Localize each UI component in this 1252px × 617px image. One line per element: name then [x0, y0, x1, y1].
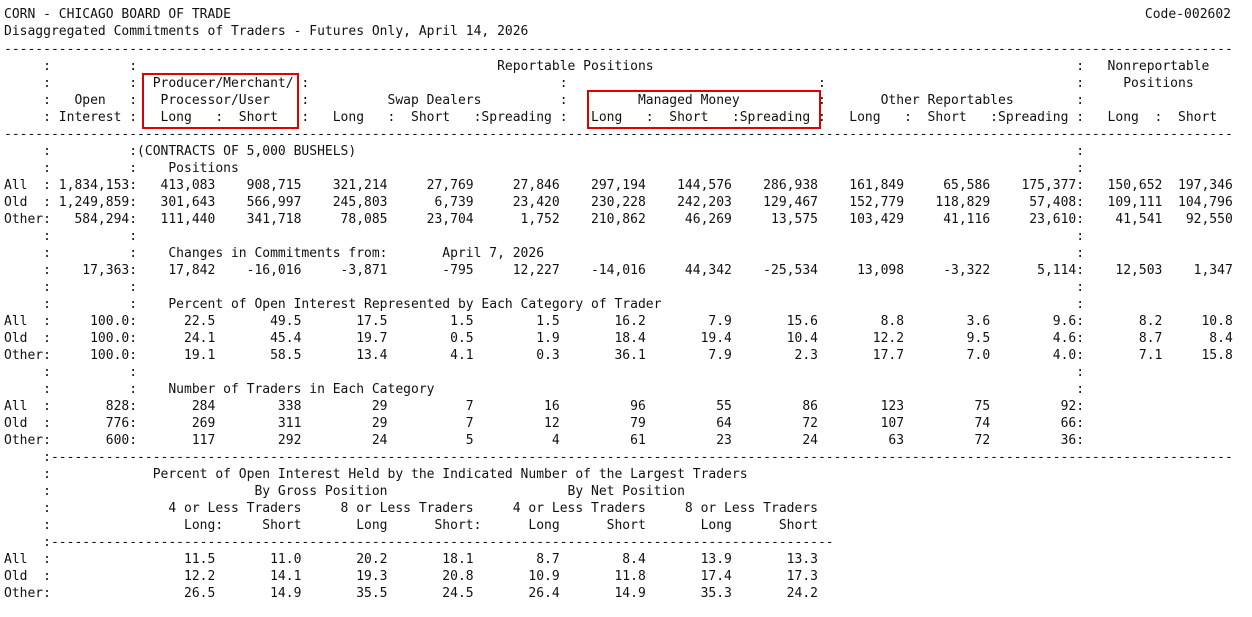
- report-line: : Interest : Long : Short : Long : Short…: [4, 109, 1218, 125]
- highlight-box: [142, 73, 299, 129]
- report-line: All : 1,834,153: 413,083 908,715 321,214…: [4, 177, 1233, 193]
- report-title: CORN - CHICAGO BOARD OF TRADE: [4, 7, 231, 22]
- report-line: : Percent of Open Interest Held by the I…: [4, 466, 748, 482]
- report-line: : Long: Short Long Short: Long Short Lon…: [4, 517, 818, 533]
- report-line: : : Changes in Commitments from: April 7…: [4, 245, 1085, 261]
- report-line: All : 11.5 11.0 20.2 18.1 8.7 8.4 13.9 1…: [4, 551, 818, 567]
- highlight-box: [587, 90, 821, 129]
- report-line: : 17,363: 17,842 -16,016 -3,871 -795 12,…: [4, 262, 1233, 278]
- report-line: Old : 1,249,859: 301,643 566,997 245,803…: [4, 194, 1233, 210]
- report-line: : : :: [4, 364, 1085, 380]
- report-subtitle: Disaggregated Commitments of Traders - F…: [4, 24, 529, 39]
- report-line: : : Positions :: [4, 160, 1085, 176]
- report-line: :---------------------------------------…: [4, 534, 834, 550]
- report-line: Old : 776: 269 311 29 7 12 79 64 72 107 …: [4, 415, 1085, 431]
- report-line: : : Reportable Positions : Nonreportable: [4, 58, 1210, 74]
- report-line: : By Gross Position By Net Position: [4, 483, 685, 499]
- report-line: All : 828: 284 338 29 7 16 96 55 86 123 …: [4, 398, 1085, 414]
- report-line: Old : 12.2 14.1 19.3 20.8 10.9 11.8 17.4…: [4, 568, 818, 584]
- report-line: ----------------------------------------…: [4, 41, 1233, 57]
- report-line: :---------------------------------------…: [4, 449, 1233, 465]
- report-line: Other: 584,294: 111,440 341,718 78,085 2…: [4, 211, 1233, 227]
- report-line: : 4 or Less Traders 8 or Less Traders 4 …: [4, 500, 818, 516]
- report-line: : Open : Processor/User : Swap Dealers :…: [4, 92, 1085, 108]
- report-line: Other: 100.0: 19.1 58.5 13.4 4.1 0.3 36.…: [4, 347, 1233, 363]
- report-line: Other: 600: 117 292 24 5 4 61 23 24 63 7…: [4, 432, 1085, 448]
- report-line: Old : 100.0: 24.1 45.4 19.7 0.5 1.9 18.4…: [4, 330, 1233, 346]
- report-line: : : Number of Traders in Each Category :: [4, 381, 1085, 397]
- report-code: Code-002602: [1144, 7, 1231, 22]
- report-line: All : 100.0: 22.5 49.5 17.5 1.5 1.5 16.2…: [4, 313, 1233, 329]
- report-line: : :(CONTRACTS OF 5,000 BUSHELS) :: [4, 143, 1085, 159]
- report-line: : : Producer/Merchant/ : : : : Positions: [4, 75, 1194, 91]
- report-line: Other: 26.5 14.9 35.5 24.5 26.4 14.9 35.…: [4, 585, 818, 601]
- report-line: : : :: [4, 228, 1085, 244]
- report-line: : : :: [4, 279, 1085, 295]
- report-line: ----------------------------------------…: [4, 126, 1233, 142]
- report-line: : : Percent of Open Interest Represented…: [4, 296, 1085, 312]
